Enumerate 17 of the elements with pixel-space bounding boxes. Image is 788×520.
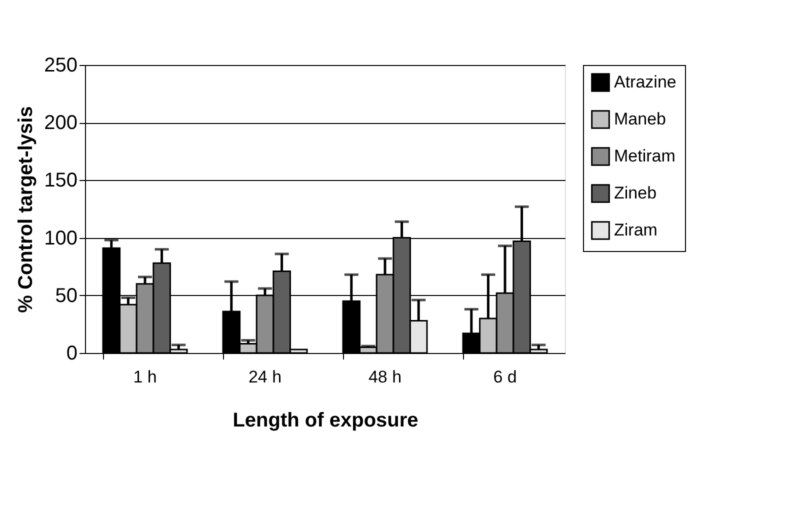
y-tick-label: 100 xyxy=(44,227,78,250)
legend-label: Zineb xyxy=(614,184,657,202)
y-axis-title: % Control target-lysis xyxy=(15,106,38,313)
y-tick-label: 0 xyxy=(66,342,78,364)
y-tick-label: 250 xyxy=(44,54,78,76)
x-tick-label: 24 h xyxy=(248,368,282,386)
x-tick-label: 1 h xyxy=(133,368,157,386)
y-tick-label: 50 xyxy=(55,284,78,307)
y-tick-label: 200 xyxy=(44,112,78,134)
legend-label: Ziram xyxy=(614,220,658,240)
legend-label: Maneb xyxy=(614,110,666,128)
x-tick-label: 6 d xyxy=(493,368,517,386)
y-tick-label: 150 xyxy=(44,170,78,192)
x-tick-label: 48 h xyxy=(368,368,402,386)
legend-label: Atrazine xyxy=(614,72,676,92)
x-axis-title: Length of exposure xyxy=(232,410,418,432)
legend-label: Metiram xyxy=(614,146,676,166)
